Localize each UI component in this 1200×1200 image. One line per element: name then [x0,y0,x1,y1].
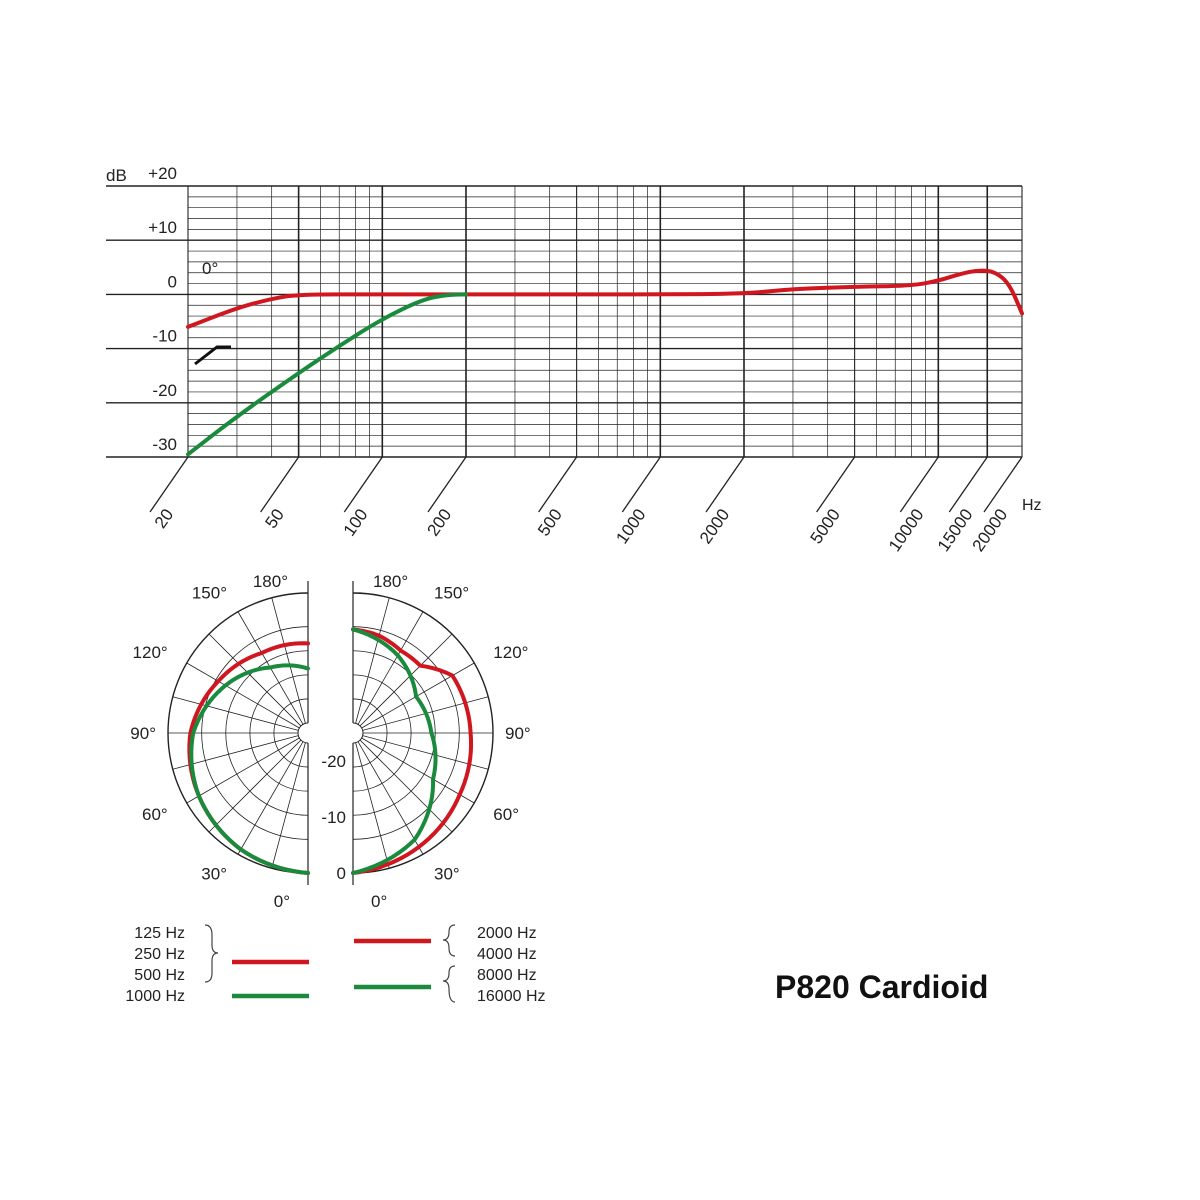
fr-x-tick-mark [621,456,661,513]
legend-brace-left [204,924,219,983]
fr-x-tick-mark [260,456,300,513]
fr-y-tick-label: -20 [152,381,177,400]
polar-series-line [351,627,474,875]
polar-spoke [361,737,475,804]
polar-series-line [189,663,310,875]
fr-x-axis-label: Hz [1022,497,1042,514]
legend-label: 2000 Hz [477,925,537,942]
polar-spoke [357,611,424,725]
polar-spoke [362,735,489,770]
polar-angle-label: 150° [434,584,469,603]
fr-x-tick-mark [816,456,856,513]
fr-y-tick-label: +10 [148,218,177,237]
polar-angle-label: 0° [274,892,290,911]
polar-angle-label: 90° [505,724,531,743]
polar-spoke [359,633,453,727]
polar-spoke [355,597,390,724]
polar-spoke [172,735,299,770]
legend: 125 Hz 250 Hz 500 Hz 1000 Hz 2000 Hz 400… [125,924,546,1005]
product-title: P820 Cardioid [775,969,988,1005]
polar-right-half [351,581,494,885]
fr-grid [106,185,1023,458]
polar-spoke [355,742,390,869]
polar-radial-label: -10 [321,808,346,827]
fr-x-tick-mark [538,456,578,513]
fr-y-ticks: +20 +10 0 -10 -20 -30 [148,164,177,454]
polar-spoke [271,597,306,724]
fr-x-tick-mark [427,456,467,513]
polar-spoke [172,696,299,731]
fr-series-line [186,268,1024,329]
polar-pattern-chart: 180° 180° 150° 150° 120° 120° 90° 90° 60° 60° 30° 3… [130,572,530,911]
fr-y-tick-label: 0 [168,272,177,291]
fr-y-tick-label: +20 [148,164,177,183]
fr-x-tick-mark [983,456,1023,513]
polar-spoke [237,741,304,855]
polar-left-half [167,581,310,885]
fr-angle-annotation: 0° [202,259,218,278]
fr-x-tick-mark [149,456,189,513]
legend-label: 8000 Hz [477,967,537,984]
polar-angle-label: 150° [192,584,227,603]
polar-angle-label: 30° [434,864,460,883]
fr-x-tick-mark [948,456,988,513]
polar-angle-label: 60° [142,805,168,824]
polar-angle-label: 90° [130,724,156,743]
fr-series [186,268,1024,457]
legend-label: 125 Hz [134,925,185,942]
legend-label: 250 Hz [134,946,185,963]
polar-radial-labels: -20 -10 0 [321,752,346,883]
polar-spoke [357,741,424,855]
polar-radial-label: -20 [321,752,346,771]
legend-label: 500 Hz [134,967,185,984]
polar-spoke [361,662,475,729]
polar-spoke [186,662,300,729]
fr-x-tick-mark [705,456,745,513]
polar-angle-label: 180° [373,572,408,591]
polar-radial-label: 0 [337,864,346,883]
polar-spoke [186,737,300,804]
legend-brace-right-top [442,924,456,957]
legend-label: 4000 Hz [477,946,537,963]
polar-angle-label: 120° [493,643,528,662]
polar-angle-labels: 180° 180° 150° 150° 120° 120° 90° 90° 60° 60° 30° 3… [130,572,530,911]
fr-y-axis-label: dB [106,166,127,185]
fr-x-tick-mark [343,456,383,513]
polar-spoke [359,739,453,833]
polar-angle-label: 0° [371,892,387,911]
fr-y-tick-label: -30 [152,435,177,454]
polar-angle-label: 60° [493,805,519,824]
low-cut-switch-icon [194,345,231,366]
polar-spoke [271,742,306,869]
polar-spoke [208,633,302,727]
fr-series-line [186,292,468,457]
polar-angle-label: 180° [253,572,288,591]
legend-label: 16000 Hz [477,988,546,1005]
polar-series-line [351,627,438,875]
polar-angle-label: 120° [133,643,168,662]
legend-brace-right-bottom [442,965,456,1003]
polar-spoke [208,739,302,833]
legend-label: 1000 Hz [125,988,185,1005]
polar-angle-label: 30° [201,864,227,883]
fr-y-tick-label: -10 [152,327,177,346]
fr-x-tick-mark [899,456,939,513]
